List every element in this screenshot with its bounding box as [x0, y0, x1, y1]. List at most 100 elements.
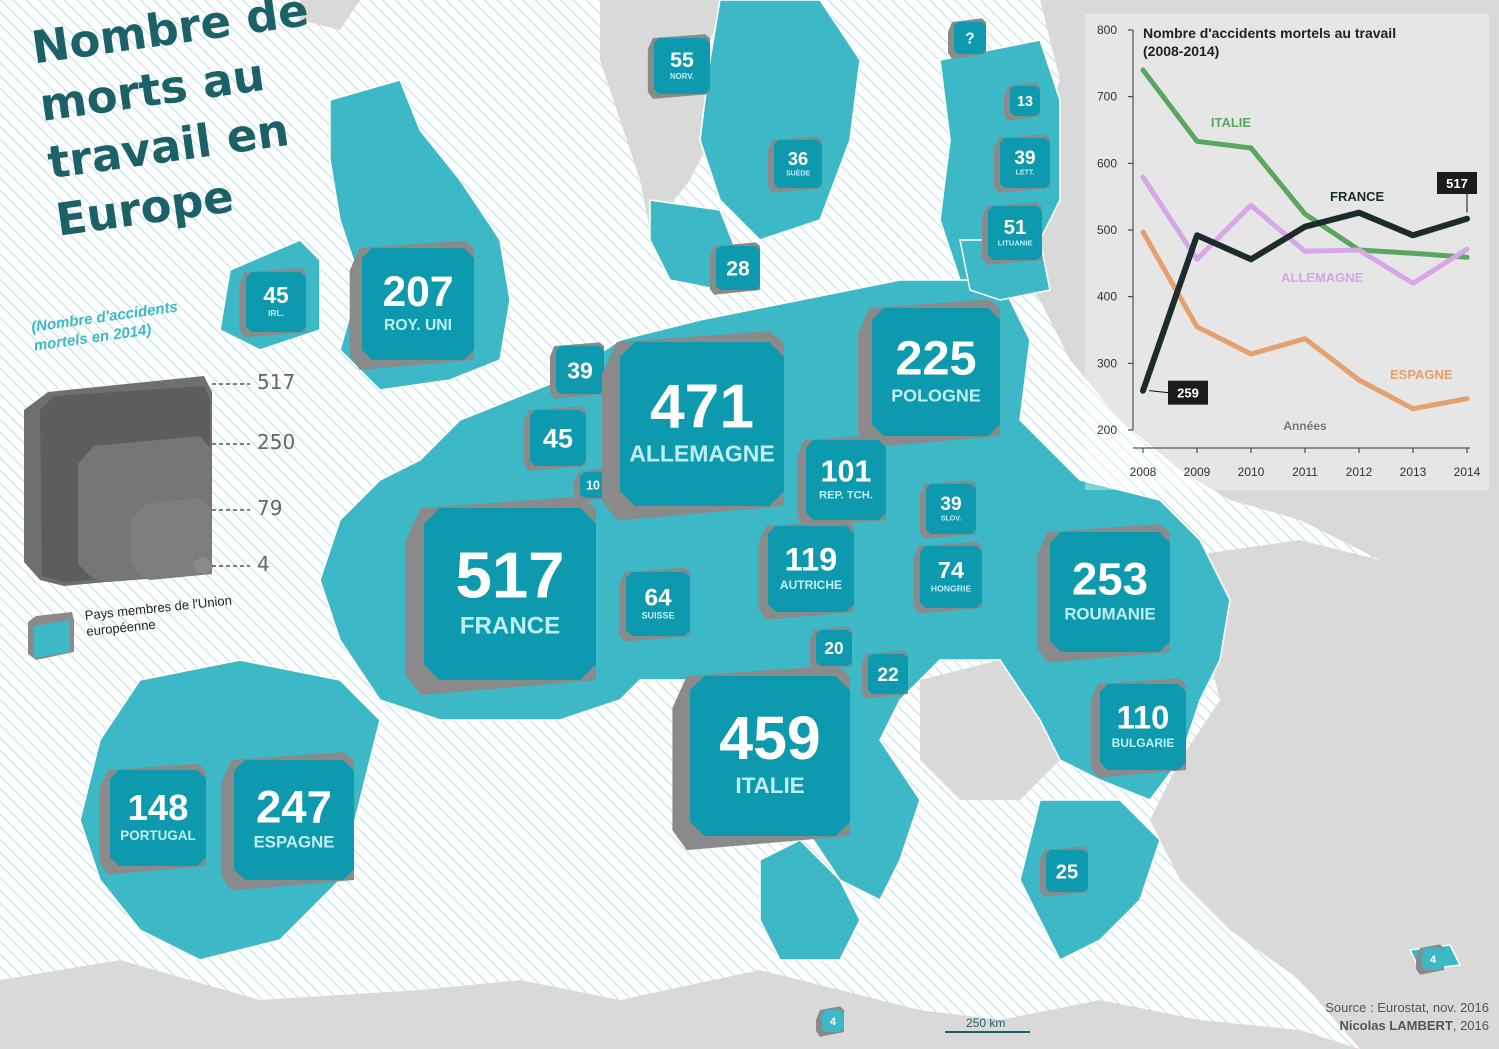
country-value: 471 — [650, 372, 754, 441]
country-name: ROY. UNI — [384, 317, 452, 334]
country-value: 517 — [455, 538, 564, 611]
country-value: 20 — [824, 638, 843, 658]
country-name: BULGARIE — [1112, 736, 1175, 750]
country-box-face — [1422, 948, 1444, 970]
x-tick-label: 2013 — [1400, 465, 1427, 479]
legend-value-250: 250 — [257, 430, 296, 454]
y-tick-label: 600 — [1097, 156, 1117, 170]
country-value: 39 — [1014, 148, 1035, 169]
x-axis-label: Années — [1283, 419, 1327, 433]
country-name: AUTRICHE — [780, 578, 842, 592]
x-tick-label: 2010 — [1238, 465, 1265, 479]
country-box-face — [716, 246, 760, 290]
country-box-face — [1000, 138, 1050, 188]
country-box-face — [1046, 850, 1088, 892]
country-box: 10 — [574, 468, 606, 503]
country-box-face — [530, 410, 586, 466]
series-line — [1140, 174, 1470, 286]
x-tick-label: 2014 — [1454, 465, 1481, 479]
annotation-arrow — [1148, 390, 1169, 394]
country-box: 4 — [816, 1006, 844, 1037]
country-value: 10 — [586, 478, 600, 492]
country-value: 119 — [785, 541, 838, 578]
country-name: ESPAGNE — [254, 833, 335, 852]
country-value: 36 — [788, 148, 808, 169]
country-name: ROUMANIE — [1064, 605, 1155, 624]
country-value: 25 — [1056, 861, 1078, 883]
country-name: HONGRIE — [931, 583, 972, 593]
author-year: , 2016 — [1452, 1018, 1489, 1033]
country-value: 51 — [1004, 216, 1027, 239]
country-box: 22 — [862, 650, 908, 699]
country-box-face — [556, 346, 604, 394]
y-tick-label: 400 — [1097, 290, 1117, 304]
country-value: 39 — [567, 357, 593, 383]
country-box: ? — [948, 18, 986, 59]
country-box-face — [920, 546, 982, 608]
country-value: 148 — [128, 787, 189, 828]
country-value: 45 — [543, 424, 573, 454]
country-value: 39 — [940, 494, 961, 515]
country-value: 13 — [1017, 94, 1033, 110]
country-box: 28 — [710, 242, 760, 295]
x-tick-label: 2008 — [1130, 465, 1157, 479]
country-box-face — [234, 760, 354, 880]
country-box-face — [806, 440, 886, 520]
country-name: REP. TCH. — [819, 489, 873, 501]
country-value: ? — [965, 31, 974, 48]
country-box-face — [246, 272, 306, 332]
country-value: 253 — [1072, 553, 1148, 604]
country-name: PORTUGAL — [120, 828, 195, 843]
annotation-first-value: 259 — [1177, 386, 1199, 401]
series-line — [1140, 229, 1470, 412]
y-tick-label: 500 — [1097, 223, 1117, 237]
country-box-face — [1100, 684, 1186, 770]
country-boxes: 55NORV.?1339LETT.51LITUANIE36SUÈDE2845IR… — [99, 18, 1444, 1037]
country-box-face — [424, 508, 596, 680]
country-box-face — [362, 248, 474, 360]
country-box-face — [1050, 532, 1170, 652]
country-box-face — [954, 22, 986, 54]
country-value: 110 — [1117, 699, 1170, 736]
source-note: Source : Eurostat, nov. 2016 Nicolas LAM… — [1325, 999, 1489, 1035]
country-name: LITUANIE — [998, 238, 1033, 247]
country-box-face — [580, 472, 606, 498]
scale-label: 250 km — [966, 1016, 1006, 1030]
country-value: 101 — [821, 455, 872, 489]
country-box: 13 — [1004, 82, 1040, 121]
country-value: 459 — [719, 704, 820, 772]
country-name: SUISSE — [642, 611, 675, 621]
country-name: ALLEMAGNE — [629, 441, 774, 467]
annotation-box — [1168, 380, 1208, 405]
country-value: 55 — [670, 48, 694, 72]
series-label: FRANCE — [1330, 189, 1384, 204]
author-line: Nicolas LAMBERT, 2016 — [1325, 1017, 1489, 1035]
country-name: NORV. — [670, 72, 694, 81]
country-name: LETT. — [1016, 170, 1035, 177]
series-label: ESPAGNE — [1390, 367, 1453, 382]
line-chart: 200 300 400 500 600 700 800 2008 2009 2010 2011 201… — [1097, 23, 1481, 479]
country-box: 20 — [810, 626, 852, 671]
country-name: SLOV. — [941, 516, 961, 523]
country-box-face — [620, 342, 784, 506]
y-tick-label: 300 — [1097, 356, 1117, 370]
annotation-last-value: 517 — [1446, 176, 1468, 191]
country-box-face — [822, 1010, 844, 1032]
country-value: 4 — [1430, 954, 1437, 966]
legend-boxes — [24, 376, 250, 660]
